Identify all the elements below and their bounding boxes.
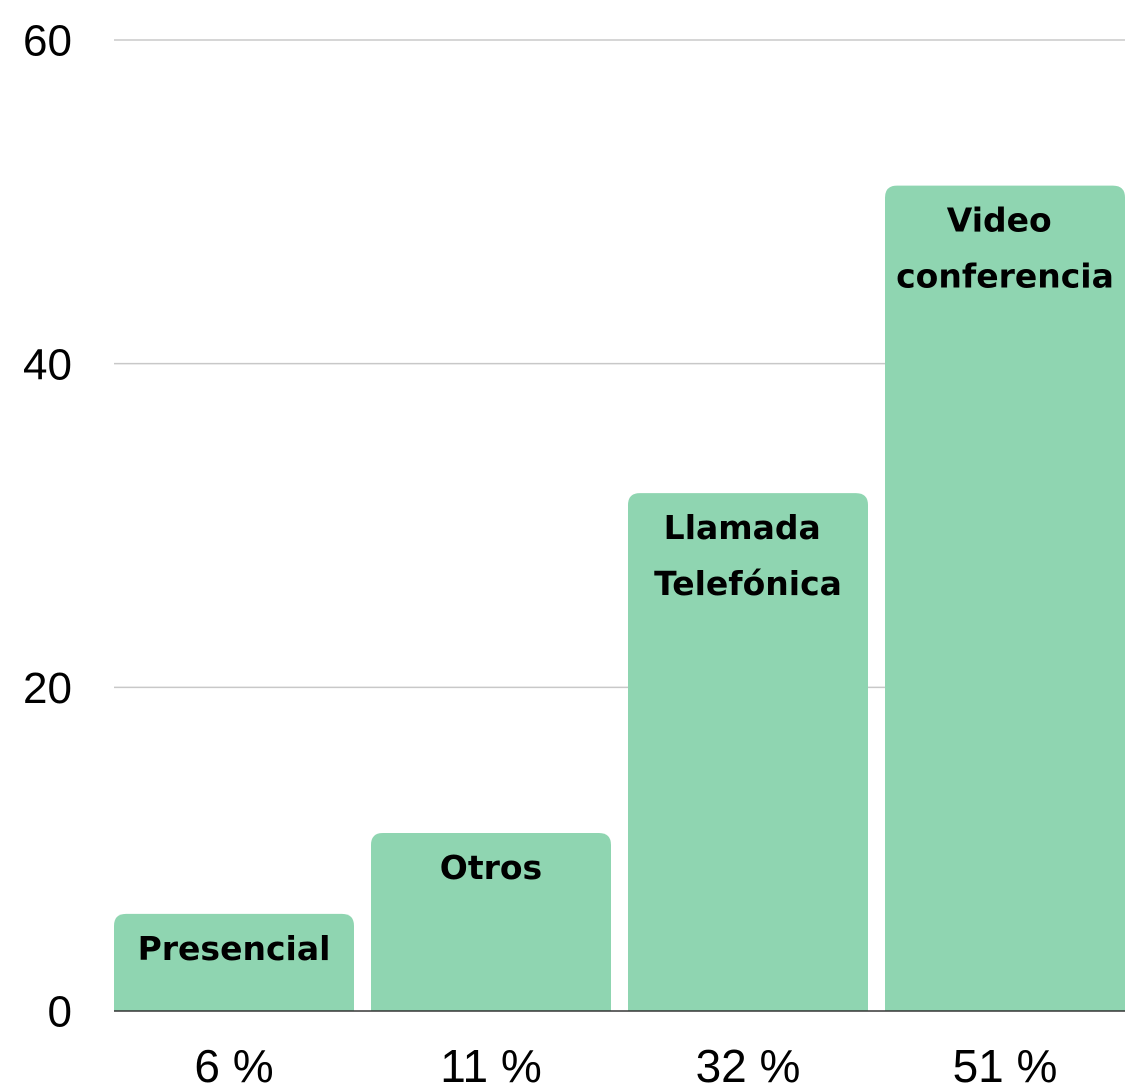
bar	[885, 185, 1125, 1011]
bar-label: Presencial	[138, 928, 331, 967]
value-label: 51 %	[953, 1040, 1058, 1091]
bar-label-line: Llamada	[664, 508, 833, 547]
bar-label-line: Presencial	[138, 928, 331, 967]
bar	[628, 493, 868, 1012]
bar-label-line: Telefónica	[654, 564, 842, 603]
bar-label-line: Otros	[440, 847, 542, 886]
y-tick-label: 40	[23, 340, 72, 389]
y-tick-label: 60	[23, 17, 72, 66]
bar-label: Otros	[440, 847, 542, 886]
bar-label-line: Video	[947, 200, 1063, 239]
bar-label: Llamada Telefónica	[654, 508, 842, 603]
bar-label: Video conferencia	[896, 200, 1114, 295]
value-label: 32 %	[696, 1040, 801, 1091]
bar-label-line: conferencia	[896, 256, 1114, 295]
value-label: 11 %	[440, 1040, 541, 1091]
bar	[114, 913, 354, 1011]
bar	[371, 832, 611, 1011]
value-label: 6 %	[194, 1040, 273, 1091]
y-tick-label: 0	[48, 988, 72, 1037]
y-tick-label: 20	[23, 664, 72, 713]
